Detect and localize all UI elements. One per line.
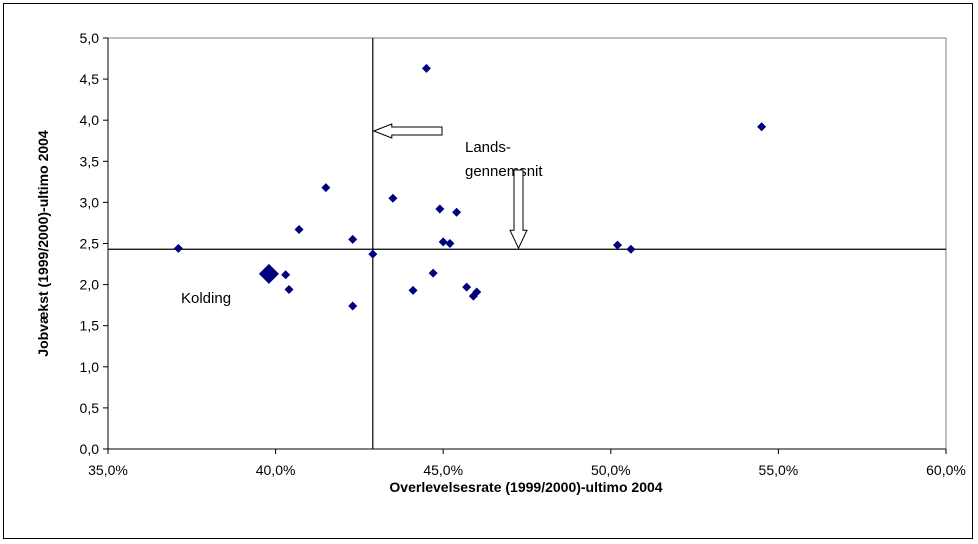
y-tick-label: 3,5 <box>80 153 100 169</box>
arrow-down-icon <box>509 169 528 250</box>
data-point <box>435 204 445 214</box>
x-axis-title: Overlevelsesrate (1999/2000)-ultimo 2004 <box>389 479 662 495</box>
data-point <box>445 239 455 248</box>
arrow-left-icon <box>372 123 443 139</box>
y-tick-label: 1,5 <box>80 318 100 334</box>
kolding-label: Kolding <box>181 290 231 307</box>
x-tick-label: 60,0% <box>926 462 966 478</box>
x-axis-ticks: 35,0% 40,0% 45,0% 50,0% 55,0% 60,0% <box>88 449 966 478</box>
data-point <box>348 234 358 244</box>
reference-label-line1: Lands- <box>465 139 511 156</box>
data-point <box>757 122 767 132</box>
data-point <box>613 240 623 250</box>
y-tick-label: 2,5 <box>80 236 100 252</box>
data-point <box>368 249 378 259</box>
y-tick-label: 4,5 <box>80 71 100 87</box>
x-tick-label: 50,0% <box>591 462 631 478</box>
data-point <box>408 285 418 295</box>
data-point <box>462 282 472 292</box>
annotations: Lands- gennemsnit Kolding <box>181 123 543 307</box>
data-point <box>388 193 398 203</box>
y-tick-label: 0,5 <box>80 400 100 416</box>
plot-area <box>107 37 947 450</box>
x-tick-label: 55,0% <box>759 462 799 478</box>
data-point <box>348 301 358 311</box>
data-points <box>173 63 767 311</box>
plot-area-border <box>107 37 947 450</box>
data-point <box>284 285 294 295</box>
x-tick-label: 40,0% <box>256 462 296 478</box>
y-tick-label: 2,0 <box>80 277 100 293</box>
data-point <box>428 268 438 278</box>
y-tick-label: 5,0 <box>80 30 100 46</box>
data-point <box>438 237 448 247</box>
data-point <box>281 270 291 280</box>
y-axis-ticks: 0,0 0,5 1,0 1,5 2,0 2,5 3,0 3,5 4,0 4,5 5,0 <box>80 30 108 457</box>
data-point <box>321 183 331 193</box>
x-tick-label: 35,0% <box>88 462 128 478</box>
data-point <box>452 207 462 217</box>
data-point <box>173 243 183 253</box>
x-tick-label: 45,0% <box>423 462 463 478</box>
data-point <box>294 225 304 235</box>
data-point <box>472 287 482 297</box>
data-point <box>421 63 431 73</box>
kolding-data-point <box>258 263 279 284</box>
reference-lines <box>108 38 946 449</box>
y-tick-label: 1,0 <box>80 359 100 375</box>
y-tick-label: 0,0 <box>80 441 100 457</box>
reference-label-line2: gennemsnit <box>465 163 543 180</box>
y-axis-title: Jobvækst (1999/2000)-ultimo 2004 <box>35 130 51 357</box>
y-tick-label: 4,0 <box>80 112 100 128</box>
data-point <box>626 244 636 254</box>
y-tick-label: 3,0 <box>80 194 100 210</box>
